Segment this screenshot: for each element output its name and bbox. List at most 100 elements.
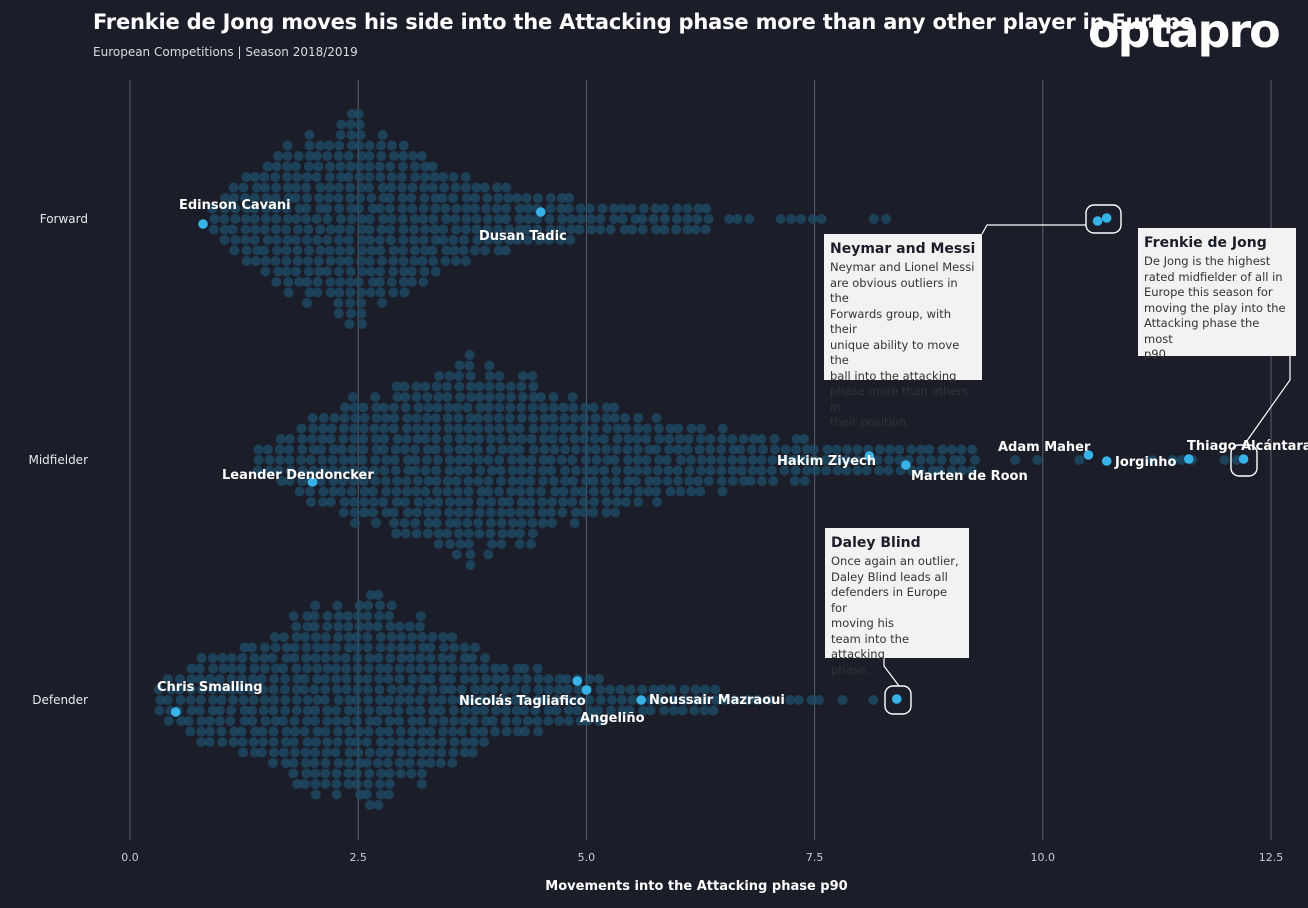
swarm-dot — [419, 172, 430, 182]
swarm-dot — [301, 768, 312, 779]
swarm-dot — [376, 151, 387, 161]
swarm-dot — [730, 695, 741, 705]
swarm-dot — [302, 611, 313, 621]
swarm-dot — [591, 455, 602, 465]
swarm-dot — [460, 172, 471, 182]
swarm-dot — [328, 465, 339, 476]
swarm-dot — [609, 402, 620, 413]
swarm-dot — [394, 758, 405, 768]
swarm-dot — [620, 413, 631, 423]
swarm-dot — [370, 392, 381, 402]
swarm-dot — [315, 182, 326, 193]
swarm-dot — [448, 747, 459, 758]
swarm-dot — [282, 151, 293, 161]
swarm-dot — [322, 621, 333, 632]
swarm-dot — [385, 203, 396, 214]
swarm-dot — [227, 684, 238, 695]
swarm-dot — [364, 151, 375, 161]
swarm-dot — [395, 726, 406, 737]
swarm-dot — [338, 507, 349, 518]
swarm-dot — [692, 214, 703, 224]
swarm-dot — [288, 758, 299, 768]
swarm-dot — [547, 434, 558, 444]
swarm-dot — [703, 476, 714, 486]
swarm-dot — [511, 705, 522, 716]
player-label: Edinson Cavani — [179, 198, 291, 213]
swarm-dot — [485, 507, 496, 518]
swarm-dot — [467, 747, 478, 758]
swarm-dot — [463, 528, 474, 539]
swarm-dot — [469, 726, 480, 737]
swarm-dot — [322, 266, 333, 277]
swarm-dot — [309, 758, 320, 768]
swarm-dot — [337, 476, 348, 486]
swarm-dot — [496, 539, 507, 549]
swarm-dot — [717, 434, 728, 444]
swarm-dot — [449, 737, 460, 747]
swarm-dot — [312, 287, 323, 298]
swarm-dot — [325, 497, 336, 507]
swarm-dot — [581, 476, 592, 486]
swarm-dot — [367, 277, 378, 287]
swarm-dot — [304, 151, 315, 161]
swarm-dot — [507, 465, 518, 476]
swarm-dot — [378, 444, 389, 455]
swarm-dot — [322, 716, 333, 726]
swarm-dot — [567, 423, 578, 434]
swarm-dot — [386, 182, 397, 193]
swarm-dot — [418, 642, 429, 653]
swarm-dot — [579, 507, 590, 518]
swarm-dot — [738, 476, 749, 486]
swarm-dot — [675, 455, 686, 465]
swarm-dot — [294, 277, 305, 287]
annotation-daley-blind: Daley Blind Once again an outlier, Daley… — [825, 528, 969, 677]
swarm-dot — [331, 684, 342, 695]
swarm-dot — [362, 632, 373, 642]
swarm-dot — [602, 455, 613, 465]
swarm-dot — [664, 444, 675, 455]
swarm-dot — [422, 392, 433, 402]
swarm-dot — [654, 455, 665, 465]
swarm-dot — [438, 172, 449, 182]
swarm-dot — [386, 600, 397, 611]
swarm-dot — [363, 621, 374, 632]
swarm-dot — [656, 684, 667, 695]
swarm-dot — [543, 674, 554, 684]
swarm-dot — [400, 392, 411, 402]
swarm-dot — [340, 402, 351, 413]
swarm-dot — [485, 518, 496, 528]
swarm-dot — [376, 224, 387, 235]
swarm-dot — [584, 203, 595, 214]
swarm-dot — [775, 214, 786, 224]
swarm-dot — [538, 402, 549, 413]
swarm-dot — [448, 663, 459, 674]
swarm-dot — [906, 444, 917, 455]
swarm-dot — [322, 705, 333, 716]
swarm-dot — [550, 695, 561, 705]
swarm-dot — [581, 465, 592, 476]
swarm-dot — [339, 497, 350, 507]
swarm-dot — [831, 444, 842, 455]
swarm-dot — [519, 663, 530, 674]
swarm-dot — [453, 423, 464, 434]
swarm-dot — [442, 486, 453, 497]
swarm-dot — [240, 214, 251, 224]
swarm-dot — [333, 726, 344, 737]
swarm-dot — [696, 423, 707, 434]
swarm-dot — [364, 235, 375, 245]
swarm-dot — [470, 193, 481, 203]
swarm-dot — [397, 182, 408, 193]
swarm-dot — [195, 674, 206, 684]
swarm-dot — [431, 381, 442, 392]
swarm-dot — [427, 161, 438, 172]
swarm-dot — [364, 768, 375, 779]
swarm-dot — [486, 539, 497, 549]
swarm-dot — [438, 224, 449, 235]
swarm-dot — [480, 674, 491, 684]
swarm-dot — [482, 193, 493, 203]
swarm-dot — [239, 642, 250, 653]
swarm-dot — [301, 298, 312, 308]
swarm-dot — [308, 423, 319, 434]
swarm-dot — [409, 256, 420, 266]
player-label: Hakim Ziyech — [777, 454, 876, 469]
